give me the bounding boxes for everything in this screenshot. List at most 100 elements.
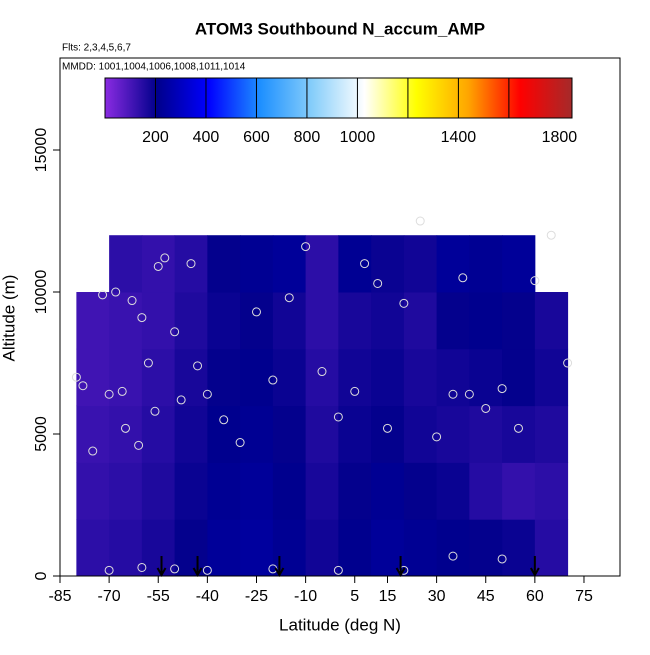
sample-point xyxy=(153,261,163,271)
curtain-cell xyxy=(371,292,405,350)
curtain-cell xyxy=(141,348,176,407)
sample-point xyxy=(301,242,311,252)
curtain-cell xyxy=(403,348,438,407)
colorbar-tick-label: 1000 xyxy=(340,129,376,146)
sample-point xyxy=(497,554,507,564)
sample-point xyxy=(78,381,88,391)
curtain-cell xyxy=(469,348,503,407)
sample-point xyxy=(202,565,212,575)
curtain-cell xyxy=(436,519,470,577)
curtain-cell xyxy=(207,292,241,350)
sample-point xyxy=(150,406,160,416)
curtain-cell xyxy=(240,348,274,407)
x-tick-label: 5 xyxy=(350,588,359,605)
sample-point xyxy=(448,551,458,561)
curtain-cell xyxy=(305,519,339,577)
curtain-cell xyxy=(403,292,438,350)
curtain-cell xyxy=(207,405,241,463)
sample-point xyxy=(317,367,327,377)
sample-point xyxy=(202,389,212,399)
x-tick-label: -25 xyxy=(245,588,268,605)
curtain-cell xyxy=(141,519,176,577)
sample-point xyxy=(530,276,540,286)
sample-point xyxy=(170,327,180,337)
curtain-cell xyxy=(207,235,241,293)
curtain-cell xyxy=(305,405,339,463)
curtain-cell xyxy=(403,462,438,520)
curtain-cell xyxy=(109,519,143,577)
curtain-cell xyxy=(174,405,208,463)
curtain-cell xyxy=(436,292,470,350)
sample-point xyxy=(513,423,523,433)
plot-frame xyxy=(59,57,621,577)
sample-point xyxy=(193,361,203,371)
curtain-cell xyxy=(109,292,143,350)
sample-point xyxy=(497,384,507,394)
curtain-cell xyxy=(338,405,372,463)
colorbar-tick-label: 1400 xyxy=(441,129,477,146)
curtain-cell xyxy=(207,348,241,407)
curtain-cell xyxy=(272,462,307,520)
curtain-cell xyxy=(534,348,569,407)
curtain-cell xyxy=(338,348,372,407)
arrow xyxy=(395,556,406,578)
curtain-cell xyxy=(174,292,208,350)
colorbar xyxy=(104,77,573,119)
y-axis-label: Altitude (m) xyxy=(0,275,18,362)
sample-point xyxy=(563,358,573,368)
sample-point xyxy=(481,403,491,413)
curtain-cell xyxy=(109,462,143,520)
curtain-cell xyxy=(240,292,274,350)
sample-point xyxy=(251,307,261,317)
sample-point xyxy=(104,389,114,399)
curtain-cell xyxy=(76,405,110,463)
curtain-cell xyxy=(502,235,536,293)
colorbar-tick-label: 200 xyxy=(142,129,169,146)
curtain-cell xyxy=(436,405,470,463)
sample-point xyxy=(432,432,442,442)
curtain-cell xyxy=(76,292,110,350)
curtain-cell xyxy=(305,235,339,293)
sample-point xyxy=(104,565,114,575)
sample-point xyxy=(284,293,294,303)
sample-point xyxy=(333,412,343,422)
curtain-cell xyxy=(534,405,569,463)
x-tick-label: -40 xyxy=(196,588,219,605)
sample-point xyxy=(415,216,425,226)
curtain-cell xyxy=(109,235,143,293)
curtain-cell xyxy=(272,235,307,293)
chart-title: ATOM3 Southbound N_accum_AMP xyxy=(195,19,485,38)
curtain-cell xyxy=(76,462,110,520)
curtain-cell xyxy=(502,348,536,407)
colorbar-tick-label: 400 xyxy=(193,129,220,146)
curtain-cell xyxy=(272,519,307,577)
sample-point xyxy=(186,259,196,269)
curtain-cell xyxy=(76,348,110,407)
curtain-cell xyxy=(240,519,274,577)
curtain-cell xyxy=(240,405,274,463)
curtain-cell xyxy=(240,462,274,520)
arrow xyxy=(156,556,167,578)
y-tick-label: 0 xyxy=(33,571,50,580)
curtain-cell xyxy=(174,462,208,520)
sample-point xyxy=(360,259,370,269)
curtain-cell xyxy=(403,235,438,293)
curtain-cell xyxy=(436,348,470,407)
x-tick-label: -70 xyxy=(98,588,121,605)
x-tick-label: -85 xyxy=(48,588,71,605)
curtain-cell xyxy=(371,348,405,407)
x-tick-label: 15 xyxy=(379,588,397,605)
sample-point xyxy=(382,423,392,433)
curtain-cell xyxy=(141,235,176,293)
sample-point xyxy=(120,423,130,433)
sample-point xyxy=(268,375,278,385)
curtain-cell xyxy=(272,292,307,350)
curtain-cell xyxy=(207,519,241,577)
curtain-cell xyxy=(469,462,503,520)
arrow xyxy=(192,556,203,578)
sample-point xyxy=(176,395,186,405)
sample-point xyxy=(373,278,383,288)
sample-point xyxy=(399,298,409,308)
colorbar-tick-label: 600 xyxy=(243,129,270,146)
